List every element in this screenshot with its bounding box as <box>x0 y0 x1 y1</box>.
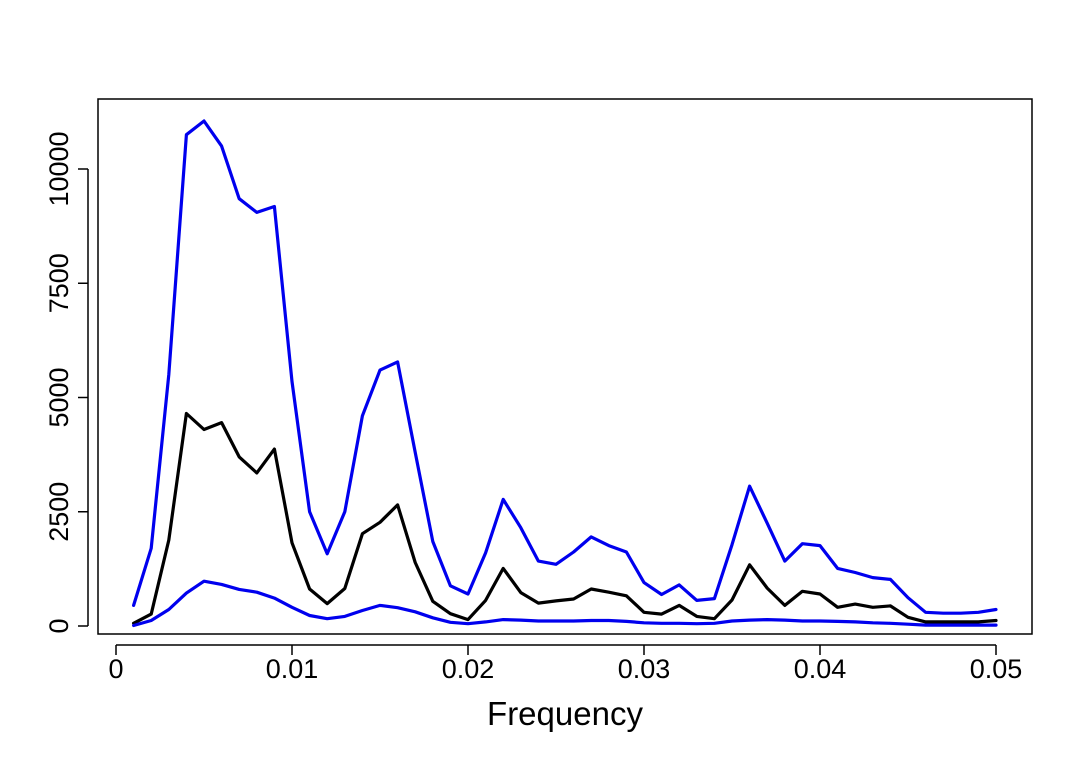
series-line-2 <box>132 411 998 625</box>
x-tick-label: 0.05 <box>970 654 1023 684</box>
x-tick-label: 0.03 <box>618 654 671 684</box>
x-tick-label: 0 <box>108 654 123 684</box>
y-tick-label: 5000 <box>44 367 74 427</box>
series-layer <box>132 119 998 628</box>
x-tick-label: 0.02 <box>442 654 495 684</box>
x-tick-label: 0.01 <box>266 654 319 684</box>
y-tick-label: 10000 <box>44 131 74 206</box>
y-tick-label: 0 <box>44 618 74 633</box>
y-tick-label: 7500 <box>44 253 74 313</box>
x-axis-title: Frequency <box>487 695 643 732</box>
series-line-3 <box>132 579 998 628</box>
plot-box <box>97 98 1033 635</box>
series-line-1 <box>132 119 998 615</box>
x-tick-label: 0.04 <box>794 654 847 684</box>
x-axis: 0 0.01 0.02 0.03 0.04 0.05 <box>108 644 1023 684</box>
y-tick-label: 2500 <box>44 482 74 542</box>
y-axis: 0 2500 5000 7500 10000 <box>44 131 89 634</box>
